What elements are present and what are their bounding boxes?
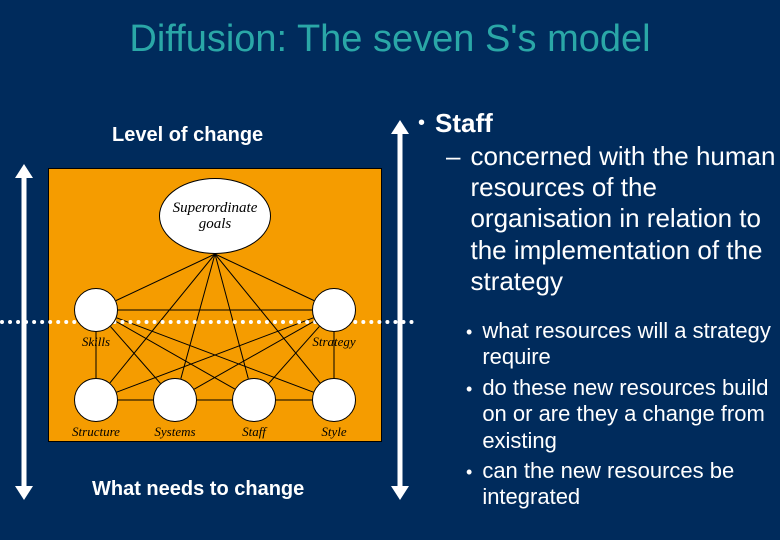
what-needs-to-change-label: What needs to change <box>92 478 304 501</box>
seven-s-node <box>312 288 356 332</box>
sub-bullet-row: • what resources will a strategy require <box>466 318 780 371</box>
bullet-icon: • <box>418 112 425 135</box>
superordinate-goals-node: Superordinate goals <box>159 178 271 254</box>
sub-bullet-text: can the new resources be integrated <box>482 458 780 511</box>
superordinate-goals-label: Superordinate goals <box>173 200 258 233</box>
sub-bullet-text: what resources will a strategy require <box>482 318 780 371</box>
seven-s-node-label: Systems <box>145 424 205 440</box>
right-double-arrow-icon <box>385 110 415 510</box>
seven-s-node-label: Staff <box>224 424 284 440</box>
staff-heading-row: • Staff <box>418 108 780 139</box>
slide: Diffusion: The seven S's model Level of … <box>0 0 780 540</box>
seven-s-node-label: Skills <box>66 334 126 350</box>
bullet-icon: • <box>466 322 472 343</box>
staff-body: concerned with the human resources of th… <box>470 141 780 297</box>
seven-s-node <box>312 378 356 422</box>
staff-description: • Staff – concerned with the human resou… <box>418 108 780 297</box>
seven-s-node-label: Structure <box>66 424 126 440</box>
slide-title: Diffusion: The seven S's model <box>0 18 780 61</box>
seven-s-node <box>232 378 276 422</box>
staff-sub-bullets: •what resources will a strategy require•… <box>466 318 780 515</box>
seven-s-node <box>153 378 197 422</box>
sub-bullet-row: • can the new resources be integrated <box>466 458 780 511</box>
bullet-icon: • <box>466 462 472 483</box>
staff-body-row: – concerned with the human resources of … <box>446 141 780 297</box>
level-of-change-label: Level of change <box>112 124 263 147</box>
dash-icon: – <box>446 141 460 172</box>
sub-bullet-text: do these new resources build on or are t… <box>482 375 780 454</box>
sub-bullet-row: • do these new resources build on or are … <box>466 375 780 454</box>
staff-heading: Staff <box>435 108 493 139</box>
seven-s-node <box>74 288 118 332</box>
bullet-icon: • <box>466 379 472 400</box>
seven-s-node-label: Strategy <box>304 334 364 350</box>
left-double-arrow-icon <box>9 154 39 510</box>
seven-s-node <box>74 378 118 422</box>
seven-s-node-label: Style <box>304 424 364 440</box>
